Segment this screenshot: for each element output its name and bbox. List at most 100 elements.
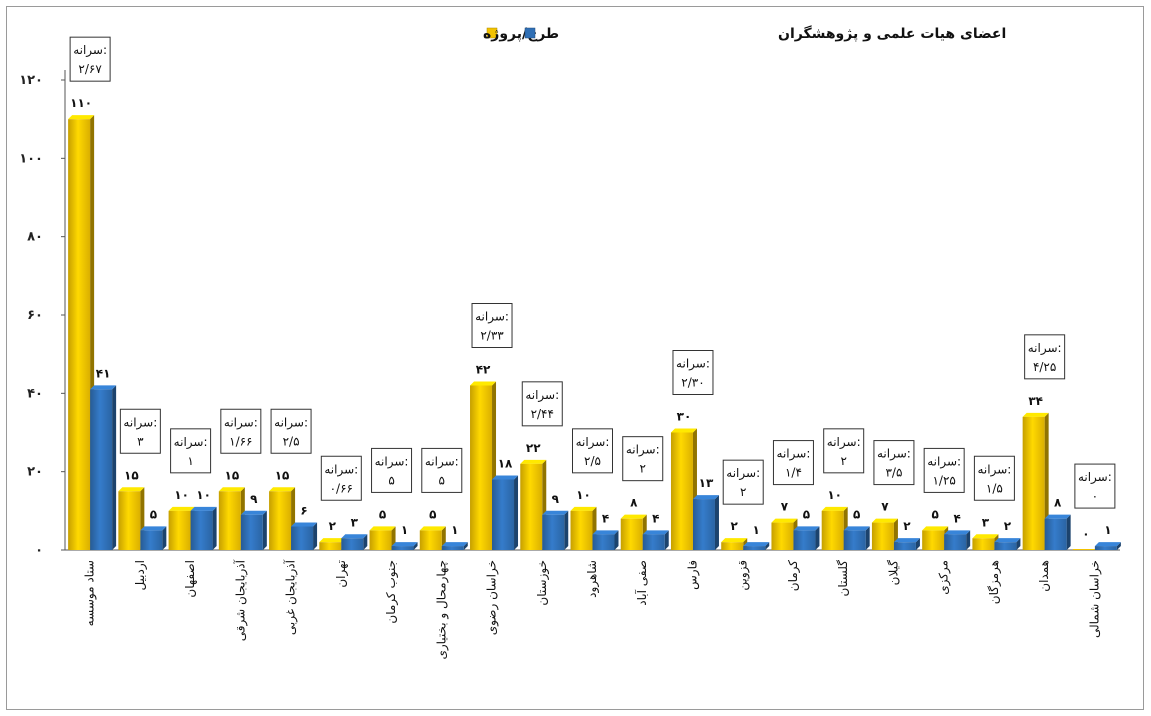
annotation-box: سرانه: ۱/۴ (772, 440, 814, 486)
annotation-label: سرانه: (626, 443, 660, 458)
data-label: ۱ (1104, 523, 1111, 537)
legend-swatch (524, 27, 536, 39)
bar-top (1022, 412, 1049, 417)
bar (1044, 518, 1067, 550)
bar-top (90, 385, 117, 390)
annotation-label: سرانه: (927, 454, 961, 469)
annotation-box: سرانه: ۲/۵ (270, 408, 312, 454)
annotation-frame (270, 408, 312, 454)
bar (470, 385, 493, 550)
bar (922, 530, 945, 550)
data-label: ۹ (250, 492, 258, 506)
bar-side (413, 542, 418, 550)
annotation-value: ۳/۵ (885, 466, 902, 480)
category-label: گیلان (886, 560, 900, 586)
annotation-box: سرانه: ۳/۵ (873, 440, 915, 486)
annotation-box: سرانه: ۲/۵ (572, 428, 613, 474)
annotation-frame (923, 447, 965, 493)
bar (68, 119, 91, 551)
annotation-label: سرانه: (977, 462, 1011, 477)
annotation-label: سرانه: (827, 435, 861, 450)
bar-top (620, 514, 647, 519)
data-label: ۱۰ (196, 488, 211, 502)
data-label: ۹ (552, 492, 560, 506)
annotation-value: ۱/۶۶ (229, 434, 252, 448)
annotation-value: ۲/۵ (283, 434, 300, 448)
bar-top (470, 381, 497, 386)
annotation-value: ۳ (137, 434, 144, 448)
bar-top (944, 530, 971, 535)
bar-top (441, 542, 468, 547)
annotation-frame (1024, 334, 1066, 380)
annotation-label: سرانه: (777, 447, 811, 462)
annotation-label: سرانه: (123, 415, 157, 430)
data-label: ۱۰ (827, 488, 842, 502)
bar (692, 499, 715, 550)
annotation-frame (572, 428, 613, 474)
bar-side (865, 526, 870, 550)
legend-swatch (486, 27, 498, 39)
data-label: ۴۲ (476, 363, 491, 377)
data-label: ۱۵ (124, 468, 139, 482)
annotation-frame (521, 381, 563, 427)
bar (190, 510, 213, 550)
bar-top (168, 506, 195, 511)
annotation-frame (722, 459, 764, 505)
y-tick-label: ۰ (35, 543, 43, 558)
bar-top (570, 506, 597, 511)
bar (670, 432, 693, 550)
category-label: خراسان شمالی (1087, 560, 1102, 638)
y-tick-label: ۸۰ (27, 230, 43, 245)
data-label: ۰ (1082, 527, 1089, 541)
data-label: ۴ (954, 511, 961, 525)
bar-top (692, 495, 719, 500)
bar-side (966, 530, 971, 550)
bar-top (821, 506, 848, 511)
annotation-value: ۵ (388, 473, 394, 487)
bar (821, 510, 844, 550)
bar-side (915, 538, 920, 550)
bar-top (520, 459, 547, 464)
bar (871, 522, 894, 550)
data-label: ۱۰ (174, 488, 189, 502)
bar-side (714, 495, 719, 550)
annotation-box: سرانه: ۱ (170, 428, 212, 474)
bar (972, 538, 995, 550)
bar (994, 542, 1017, 550)
bar-side (664, 530, 669, 550)
bar-side (313, 522, 318, 550)
annotation-value: ۱/۵ (986, 481, 1003, 495)
bar-side (1116, 542, 1121, 550)
data-label: ۱ (753, 523, 760, 537)
category-label: اردبیل (133, 560, 148, 591)
category-label: هرمزگان (987, 560, 1002, 604)
bar-side (614, 530, 619, 550)
annotation-frame (371, 447, 413, 493)
bar-top (291, 522, 318, 527)
data-label: ۲ (731, 519, 739, 533)
annotation-label: سرانه: (475, 310, 509, 325)
annotation-value: ۲ (840, 454, 846, 468)
data-label: ۷ (881, 500, 889, 514)
bar-top (492, 475, 519, 480)
annotation-box: سرانه: ۵ (371, 447, 413, 493)
bar (391, 546, 414, 550)
annotation-frame (973, 455, 1015, 501)
annotation-label: سرانه: (726, 466, 760, 481)
data-label: ۸ (1054, 496, 1062, 510)
category-label: خراسان رضوی (485, 560, 500, 635)
data-label: ۲ (329, 519, 337, 533)
bar (291, 526, 314, 550)
annotation-frame (672, 350, 714, 395)
annotation-box: سرانه: ۵ (421, 447, 463, 493)
category-label: صفی آباد (634, 560, 649, 606)
category-label: اصفهان (183, 560, 197, 598)
bar (369, 530, 392, 550)
data-label: ۵ (853, 507, 860, 521)
data-label: ۵ (932, 507, 939, 521)
annotation-box: سرانه: ۱/۲۵ (923, 447, 965, 493)
data-label: ۱ (401, 523, 408, 537)
bar (168, 510, 191, 550)
bar-top (721, 538, 748, 543)
bar-top (1044, 514, 1071, 519)
